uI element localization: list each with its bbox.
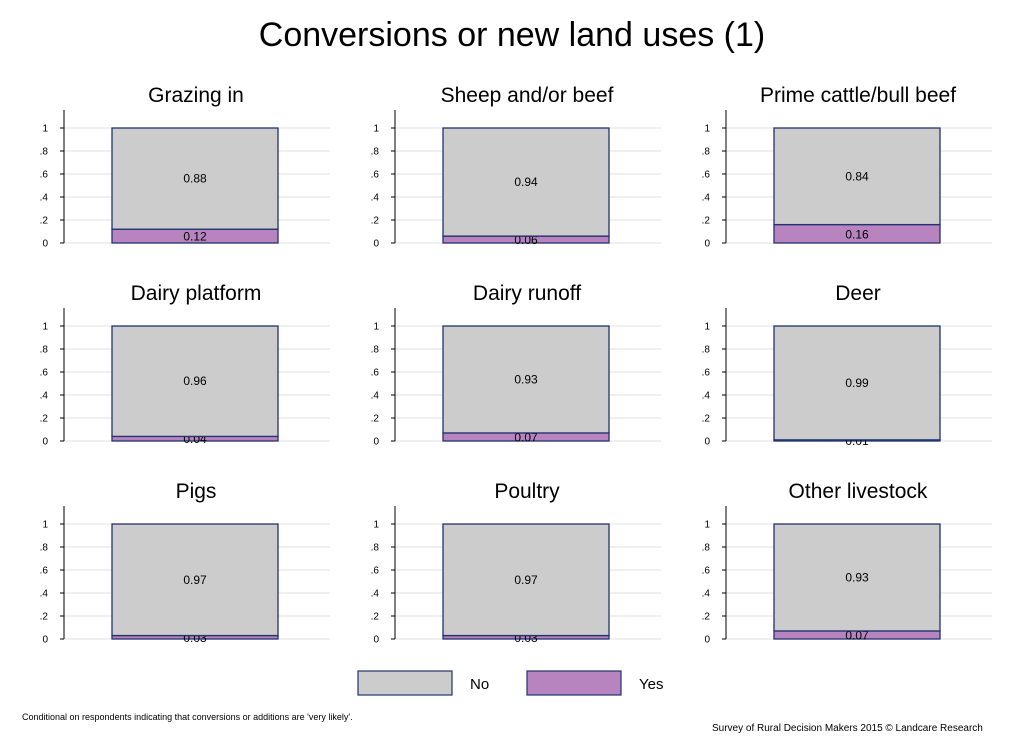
data-label-no: 0.93 <box>514 372 538 386</box>
y-tick-label: 1 <box>42 322 48 333</box>
y-tick-label: 1 <box>704 124 710 135</box>
y-tick-label: 1 <box>42 520 48 531</box>
y-tick-label: .6 <box>702 368 711 379</box>
y-tick-label: .6 <box>40 170 49 181</box>
y-tick-label: 0 <box>373 635 379 646</box>
chart-title: Poultry <box>494 480 560 503</box>
y-tick-label: .2 <box>702 612 711 623</box>
y-tick-label: .6 <box>40 368 49 379</box>
y-tick-label: 0 <box>704 635 710 646</box>
y-tick-label: .6 <box>371 170 380 181</box>
y-tick-label: .8 <box>371 147 380 158</box>
data-label-yes: 0.12 <box>183 230 207 244</box>
bar-no <box>111 325 279 438</box>
bar-no <box>773 325 941 441</box>
data-label-yes: 0.07 <box>514 430 538 444</box>
y-tick-label: 1 <box>373 520 379 531</box>
legend-label-no: No <box>470 676 489 693</box>
y-tick-label: .4 <box>702 391 711 402</box>
y-tick-label: .8 <box>40 543 49 554</box>
bar-no <box>773 127 941 226</box>
y-tick-label: .4 <box>702 589 711 600</box>
data-label-yes: 0.16 <box>845 227 869 241</box>
y-tick-label: .2 <box>371 216 380 227</box>
y-tick-label: .8 <box>40 147 49 158</box>
y-tick-label: .6 <box>371 368 380 379</box>
y-tick-label: .2 <box>40 216 49 227</box>
footnote: Conditional on respondents indicating th… <box>22 712 353 722</box>
y-tick-label: 1 <box>373 124 379 135</box>
y-tick-label: .2 <box>40 414 49 425</box>
y-tick-label: .4 <box>371 193 380 204</box>
y-tick-label: .4 <box>40 391 49 402</box>
y-tick-label: .8 <box>702 147 711 158</box>
chart-title: Dairy platform <box>131 282 262 305</box>
y-tick-label: .2 <box>702 216 711 227</box>
chart-title: Sheep and/or beef <box>441 84 614 107</box>
y-tick-label: .4 <box>702 193 711 204</box>
y-tick-label: .8 <box>702 345 711 356</box>
y-tick-label: 1 <box>704 520 710 531</box>
y-tick-label: 1 <box>373 322 379 333</box>
bar-no <box>773 523 941 632</box>
y-tick-label: .2 <box>702 414 711 425</box>
y-tick-label: 1 <box>704 322 710 333</box>
y-tick-label: 0 <box>373 239 379 250</box>
y-tick-label: .8 <box>40 345 49 356</box>
page-title: Conversions or new land uses (1) <box>258 16 766 54</box>
y-tick-label: 0 <box>42 437 48 448</box>
y-tick-label: 0 <box>42 635 48 646</box>
y-tick-label: .6 <box>371 566 380 577</box>
bar-no <box>111 523 279 637</box>
data-label-no: 0.84 <box>845 169 869 183</box>
chart-title: Deer <box>835 282 881 305</box>
y-tick-label: .2 <box>371 414 380 425</box>
y-tick-label: .6 <box>702 566 711 577</box>
y-tick-label: 0 <box>42 239 48 250</box>
y-tick-label: .4 <box>371 589 380 600</box>
y-tick-label: .8 <box>371 345 380 356</box>
chart-title: Prime cattle/bull beef <box>760 84 956 107</box>
chart-title: Dairy runoff <box>473 282 581 305</box>
y-tick-label: .8 <box>371 543 380 554</box>
y-tick-label: .4 <box>40 193 49 204</box>
y-tick-label: .2 <box>371 612 380 623</box>
bar-no <box>442 325 610 434</box>
data-label-no: 0.97 <box>183 573 207 587</box>
data-label-no: 0.94 <box>514 175 538 189</box>
chart-title: Grazing in <box>148 84 244 107</box>
data-label-no: 0.97 <box>514 573 538 587</box>
data-label-no: 0.99 <box>845 376 869 390</box>
y-tick-label: .8 <box>702 543 711 554</box>
data-label-yes: 0.07 <box>845 628 869 642</box>
y-tick-label: 0 <box>704 437 710 448</box>
y-tick-label: 0 <box>373 437 379 448</box>
y-tick-label: .4 <box>40 589 49 600</box>
y-tick-label: 1 <box>42 124 48 135</box>
data-label-no: 0.96 <box>183 374 207 388</box>
chart-title: Other livestock <box>789 480 928 503</box>
y-tick-label: .6 <box>40 566 49 577</box>
legend-swatch-no <box>357 670 453 696</box>
y-tick-label: 0 <box>704 239 710 250</box>
source-credit: Survey of Rural Decision Makers 2015 © L… <box>712 723 983 734</box>
bar-no <box>111 127 279 230</box>
legend-label-yes: Yes <box>639 676 663 693</box>
y-tick-label: .4 <box>371 391 380 402</box>
legend-swatch-yes <box>526 670 622 696</box>
y-tick-label: .6 <box>702 170 711 181</box>
bar-no <box>442 127 610 237</box>
chart-title: Pigs <box>176 480 217 503</box>
y-tick-label: .2 <box>40 612 49 623</box>
bar-no <box>442 523 610 637</box>
data-label-no: 0.93 <box>845 570 869 584</box>
data-label-no: 0.88 <box>183 172 207 186</box>
